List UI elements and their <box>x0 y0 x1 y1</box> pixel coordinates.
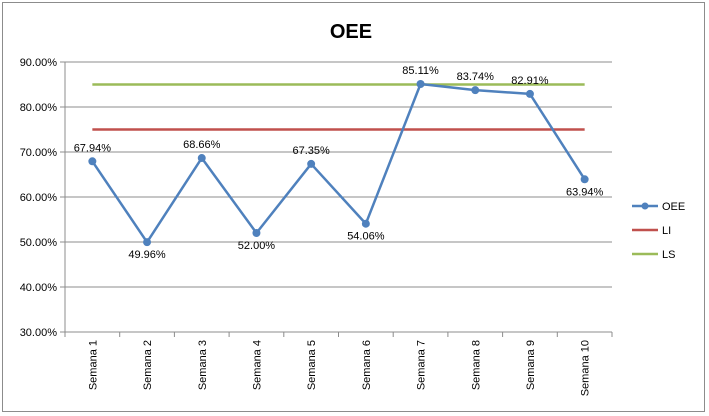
oee-data-label: 49.96% <box>128 249 166 261</box>
y-tick-label: 30.00% <box>20 327 58 339</box>
oee-point <box>361 219 370 228</box>
chart-frame <box>2 2 705 412</box>
series-lines <box>88 80 589 247</box>
chart-title: OEE <box>330 21 372 43</box>
x-tick-labels: Semana 1 Semana 2 Semana 3 Semana 4 Semana 5… <box>87 340 591 396</box>
oee-point <box>471 86 480 95</box>
oee-data-label: 52.00% <box>238 240 276 252</box>
x-tick-label: Semana 5 <box>306 340 318 390</box>
oee-data-label: 67.94% <box>74 142 112 154</box>
x-tick-label: Semana 7 <box>416 340 428 390</box>
x-tick-label: Semana 9 <box>525 340 537 390</box>
oee-point <box>252 229 261 237</box>
x-tick-label: Semana 8 <box>470 340 482 390</box>
x-tick-label: Semana 2 <box>142 340 154 390</box>
axes <box>60 61 613 337</box>
data-labels: 67.94% 49.96% 68.66% 52.00% 67.35% 54.06% 85.1… <box>74 65 604 261</box>
oee-data-label: 54.06% <box>347 231 385 243</box>
series-line-oee <box>91 82 586 244</box>
oee-point <box>88 157 97 166</box>
legend-label-oee: OEE <box>662 201 685 213</box>
y-tick-label: 70.00% <box>20 147 58 159</box>
oee-point <box>143 238 152 247</box>
x-tick-label: Semana 6 <box>361 340 373 390</box>
y-tick-label: 60.00% <box>20 192 58 204</box>
oee-point <box>580 175 589 184</box>
y-tick-label: 90.00% <box>20 57 58 69</box>
oee-point <box>525 89 534 98</box>
gridlines <box>65 61 612 333</box>
oee-data-label: 67.35% <box>292 145 330 157</box>
oee-data-label: 82.91% <box>511 75 549 87</box>
oee-point <box>197 154 206 163</box>
oee-data-label: 68.66% <box>183 139 221 151</box>
oee-data-label: 85.11% <box>402 65 439 77</box>
oee-data-label: 83.74% <box>457 71 495 83</box>
oee-point <box>416 80 425 89</box>
legend-marker <box>641 202 649 210</box>
legend: OEE LI LS <box>632 201 685 261</box>
legend-label-ls: LS <box>662 249 675 261</box>
oee-point <box>307 159 316 168</box>
y-tick-labels: 30.00% 40.00% 50.00% 60.00% 70.00% 80.00% 90.0… <box>20 57 58 339</box>
y-tick-label: 80.00% <box>20 102 58 114</box>
oee-data-label: 63.94% <box>566 186 604 198</box>
y-tick-label: 40.00% <box>20 282 58 294</box>
legend-label-li: LI <box>662 225 671 237</box>
x-tick-label: Semana 4 <box>251 340 263 390</box>
x-tick-label: Semana 10 <box>580 340 592 396</box>
y-tick-label: 50.00% <box>20 237 58 249</box>
x-tick-label: Semana 3 <box>197 340 209 390</box>
x-tick-label: Semana 1 <box>87 340 99 390</box>
